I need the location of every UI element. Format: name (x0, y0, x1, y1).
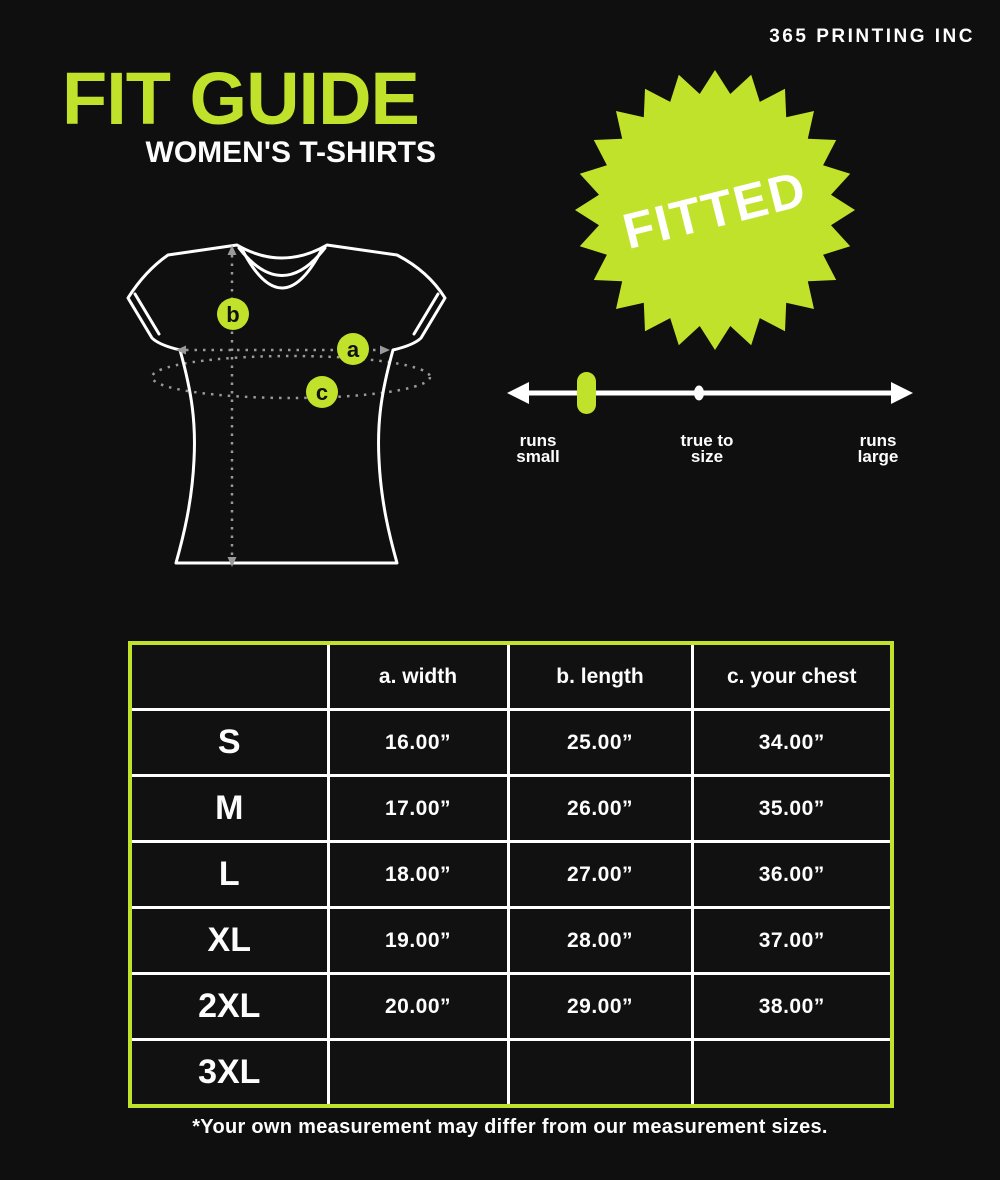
chest-cell: 34.00” (690, 708, 894, 777)
length-cell: 27.00” (506, 840, 694, 909)
marker-a-letter: a (347, 337, 360, 362)
size-cell: 2XL (128, 972, 330, 1041)
width-cell: 17.00” (326, 774, 510, 843)
length-cell: 29.00” (506, 972, 694, 1041)
scale-marker-pill (577, 372, 596, 414)
measurement-disclaimer: *Your own measurement may differ from ou… (192, 1116, 828, 1138)
table-row: S 16.00” 25.00” 34.00” (128, 708, 894, 777)
table-header-row: a. width b. length c. your chest (128, 641, 894, 711)
width-cell: 19.00” (326, 906, 510, 975)
fit-scale (505, 370, 915, 416)
marker-c: c (306, 376, 338, 408)
chest-cell: 36.00” (690, 840, 894, 909)
column-header-width: a. width (326, 641, 510, 711)
page-subtitle: WOMEN'S T-SHIRTS (145, 136, 436, 169)
page-title: FIT GUIDE (62, 57, 420, 140)
marker-b: b (217, 298, 249, 330)
table-row: L 18.00” 27.00” 36.00” (128, 840, 894, 909)
brand-name: 365 PRINTING INC (769, 26, 975, 47)
table-row: XL 19.00” 28.00” 37.00” (128, 906, 894, 975)
chest-cell: 37.00” (690, 906, 894, 975)
scale-label-runs-large: runs large (857, 431, 899, 466)
length-cell (506, 1038, 694, 1108)
table-row: 3XL (128, 1038, 894, 1108)
table-row: M 17.00” 26.00” 35.00” (128, 774, 894, 843)
width-cell: 16.00” (326, 708, 510, 777)
scale-center-dot (694, 385, 704, 401)
chest-cell: 35.00” (690, 774, 894, 843)
length-cell: 25.00” (506, 708, 694, 777)
chest-cell (690, 1038, 894, 1108)
column-header-length: b. length (506, 641, 694, 711)
scale-label-true-to-size: true to size (680, 431, 734, 466)
width-cell: 18.00” (326, 840, 510, 909)
table-row: 2XL 20.00” 29.00” 38.00” (128, 972, 894, 1041)
chest-cell: 38.00” (690, 972, 894, 1041)
length-dotted-line (227, 245, 237, 567)
size-cell: XL (128, 906, 330, 975)
starburst-icon: FITTED (575, 70, 855, 350)
length-cell: 26.00” (506, 774, 694, 843)
marker-b-letter: b (226, 302, 239, 327)
marker-a: a (337, 333, 369, 365)
scale-arrow-line (507, 382, 913, 404)
size-cell: S (128, 708, 330, 777)
tshirt-outline (126, 243, 447, 565)
width-cell: 20.00” (326, 972, 510, 1041)
column-header-chest: c. your chest (690, 641, 894, 711)
size-table: a. width b. length c. your chest S 16.00… (128, 641, 894, 1108)
size-cell: L (128, 840, 330, 909)
marker-c-letter: c (316, 380, 328, 405)
scale-label-runs-small: runs small (516, 431, 560, 466)
fitted-badge: FITTED (565, 60, 865, 360)
size-cell: 3XL (128, 1038, 330, 1108)
fit-scale-svg (507, 372, 913, 414)
tshirt-diagram: b a c (118, 233, 463, 578)
chest-dashed-ellipse (150, 354, 432, 400)
width-cell (326, 1038, 510, 1108)
tshirt-diagram-svg: b a c (126, 243, 447, 567)
column-header-size (128, 641, 330, 711)
size-cell: M (128, 774, 330, 843)
length-cell: 28.00” (506, 906, 694, 975)
